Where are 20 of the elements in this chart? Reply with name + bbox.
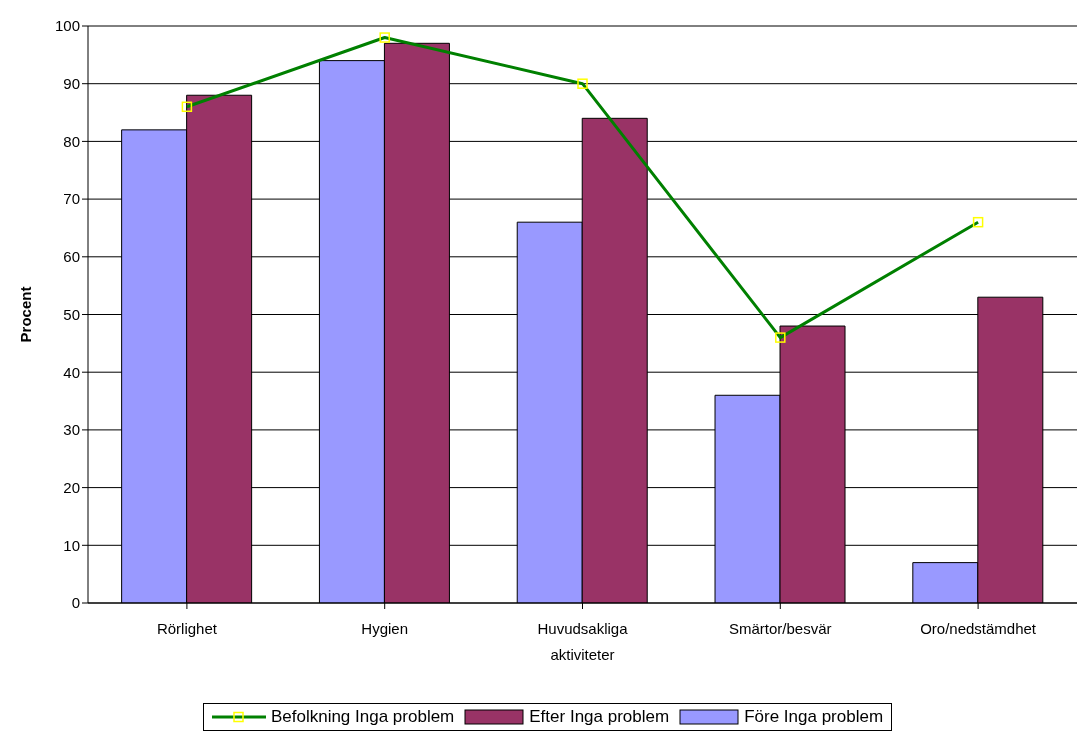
y-tick-label: 100	[54, 17, 80, 35]
y-tick-label: 20	[63, 478, 80, 496]
y-tick-label: 60	[63, 248, 80, 266]
legend-label: Efter Inga problem	[528, 707, 670, 727]
x-tick-label: Rörlighet	[156, 619, 218, 637]
y-tick-label: 30	[63, 421, 80, 439]
x-tick-label: Smärtor/besvär	[729, 619, 832, 637]
y-tick-label: 90	[63, 75, 80, 93]
y-tick-label: 50	[63, 305, 80, 323]
x-tick-label: Oro/nedstämdhet	[920, 619, 1037, 637]
y-axis-title: Procent	[17, 286, 35, 343]
legend-label: Före Inga problem	[743, 707, 884, 727]
y-tick-label: 80	[63, 132, 80, 150]
y-tick-label: 70	[63, 190, 80, 208]
x-tick-label: Huvudsakliga aktiviteter	[537, 619, 629, 663]
x-tick-label: Hygien	[361, 619, 409, 637]
y-tick-label: 0	[71, 594, 80, 612]
y-tick-label: 10	[63, 536, 80, 554]
y-tick-label: 40	[63, 363, 80, 381]
legend-label: Befolkning Inga problem	[269, 707, 455, 727]
